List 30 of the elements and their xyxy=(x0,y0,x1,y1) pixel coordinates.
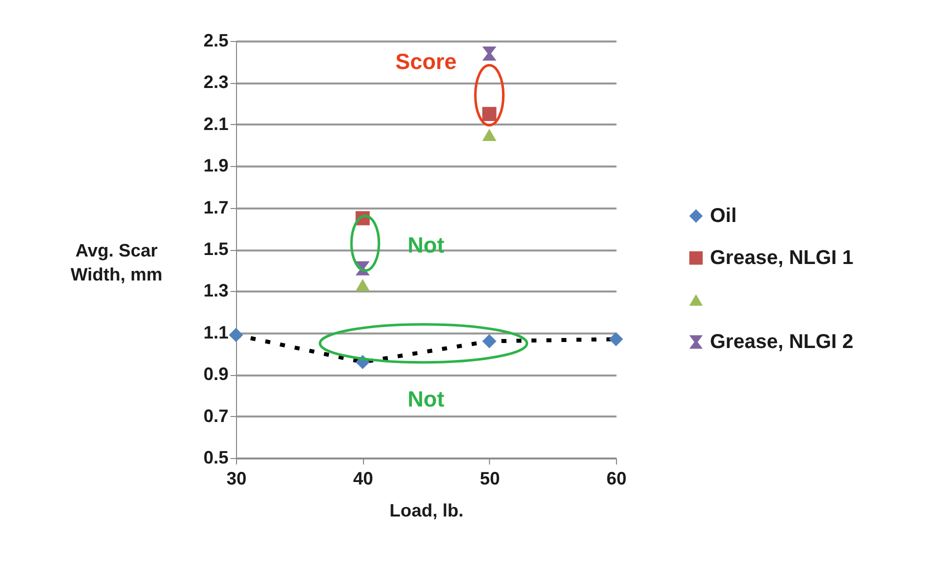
point xyxy=(608,332,624,346)
x-tick-label: 40 xyxy=(353,468,374,488)
annotation: Not xyxy=(408,386,445,412)
x-tick-label: 30 xyxy=(226,468,247,488)
y-tick-label: 0.9 xyxy=(203,364,228,384)
legend-label: Oil xyxy=(710,205,737,227)
point xyxy=(482,106,496,122)
point xyxy=(482,334,496,348)
y-tick-label: 1.3 xyxy=(203,280,228,301)
point xyxy=(356,278,370,292)
y-tick-label: 2.3 xyxy=(203,72,228,92)
y-tick-label: 2.5 xyxy=(203,30,228,50)
annotation: Not xyxy=(408,232,445,258)
legend-label: Grease, NLGI 2 xyxy=(710,331,854,353)
x-tick-label: 50 xyxy=(480,468,500,488)
y-tick-label: 2.1 xyxy=(203,114,228,134)
y-tick-label: 0.5 xyxy=(203,448,228,468)
y-tick-label: 1.5 xyxy=(203,239,228,259)
point xyxy=(228,328,244,342)
point xyxy=(482,46,496,61)
y-tick-label: 0.7 xyxy=(203,406,228,426)
annotation: Score xyxy=(395,48,457,74)
y-axis-title: Avg. Scar Width, mm xyxy=(70,240,162,284)
x-axis-title: Load, lb. xyxy=(390,500,464,520)
x-tick-label: 60 xyxy=(606,468,627,488)
y-tick-label: 1.1 xyxy=(203,322,228,342)
legend-label: Grease, NLGI 1 xyxy=(710,247,854,269)
point xyxy=(482,128,496,141)
y-tick-label: 1.7 xyxy=(203,197,228,218)
y-tick-label: 1.9 xyxy=(203,156,228,176)
